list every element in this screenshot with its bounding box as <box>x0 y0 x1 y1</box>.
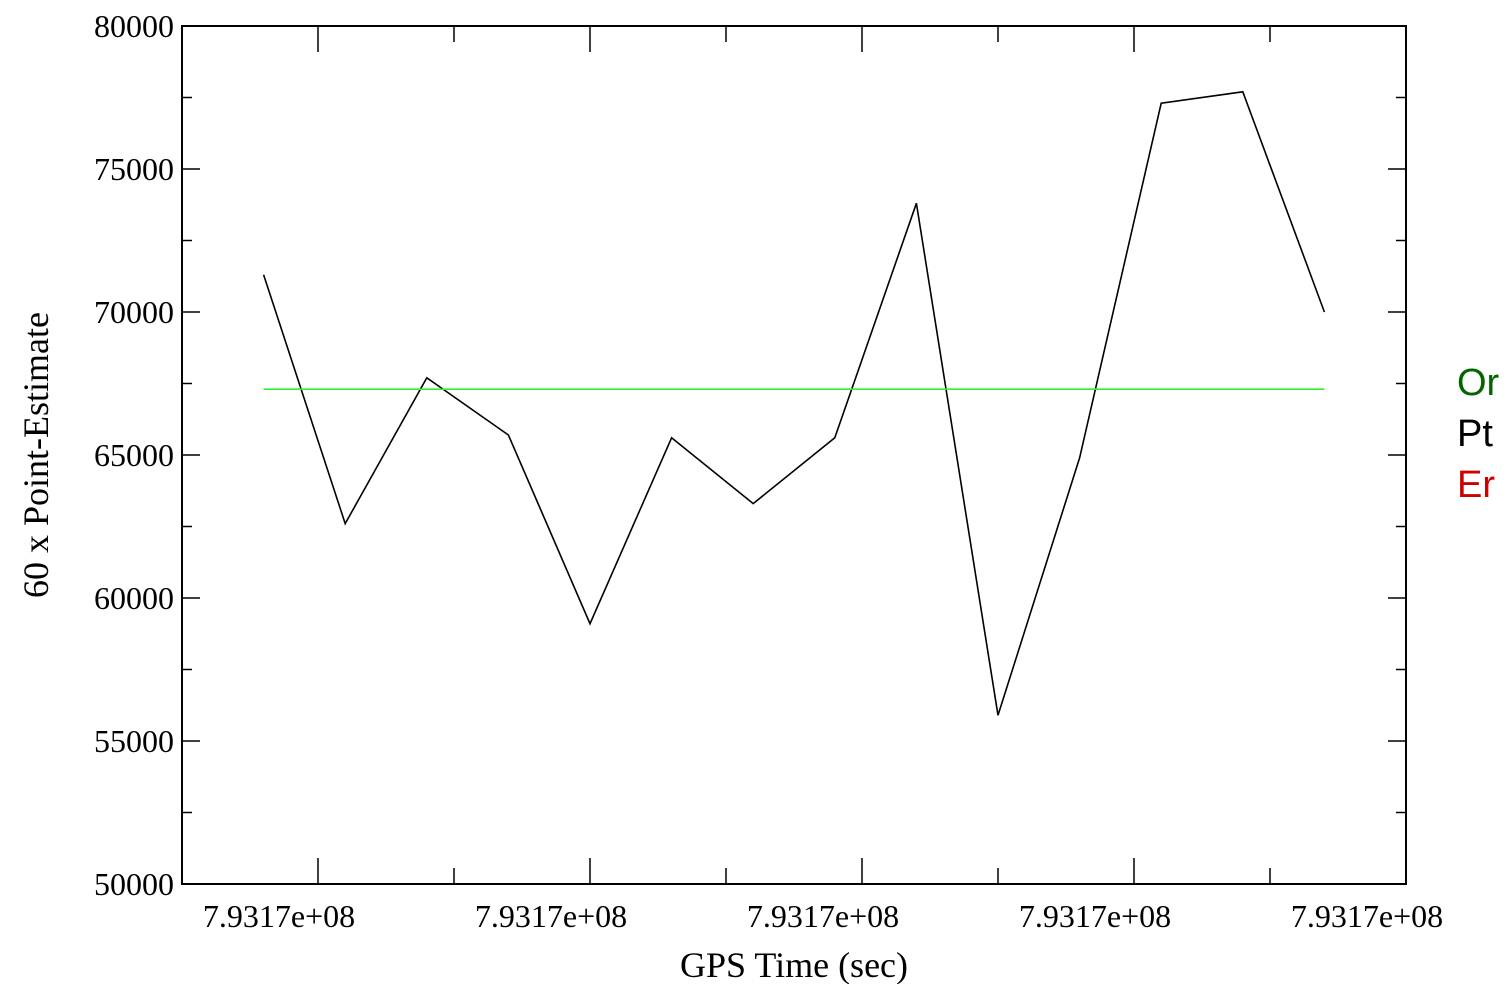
series-line-point-estimate <box>262 90 1326 716</box>
y-tick-label: 75000 <box>94 151 174 187</box>
y-tick-label: 80000 <box>94 8 174 44</box>
x-tick-label: 7.9317e+08 <box>747 898 899 934</box>
y-tick-label: 50000 <box>94 866 174 902</box>
tick-labels-layer: 50000 55000 60000 65000 70000 75000 80000 7.931… <box>94 8 1443 934</box>
y-tick-label: 70000 <box>94 294 174 330</box>
x-tick-label: 7.9317e+08 <box>1291 898 1443 934</box>
legend-entry: Pt <box>1457 413 1493 455</box>
ticks-layer <box>182 25 1406 885</box>
x-axis-title: GPS Time (sec) <box>680 945 908 984</box>
legend-entry: Or <box>1457 362 1500 404</box>
y-tick-label: 60000 <box>94 580 174 616</box>
y-tick-label: 55000 <box>94 723 174 759</box>
plot-frame <box>181 25 1407 885</box>
legend-entry: Er <box>1457 464 1495 506</box>
y-axis-title: 60 x Point-Estimate <box>16 312 56 598</box>
x-tick-label: 7.9317e+08 <box>475 898 627 934</box>
series-layer <box>262 90 1326 716</box>
y-tick-label: 65000 <box>94 437 174 473</box>
x-tick-label: 7.9317e+08 <box>203 898 355 934</box>
x-tick-label: 7.9317e+08 <box>1019 898 1171 934</box>
legend: Or Pt Er <box>1457 362 1500 506</box>
